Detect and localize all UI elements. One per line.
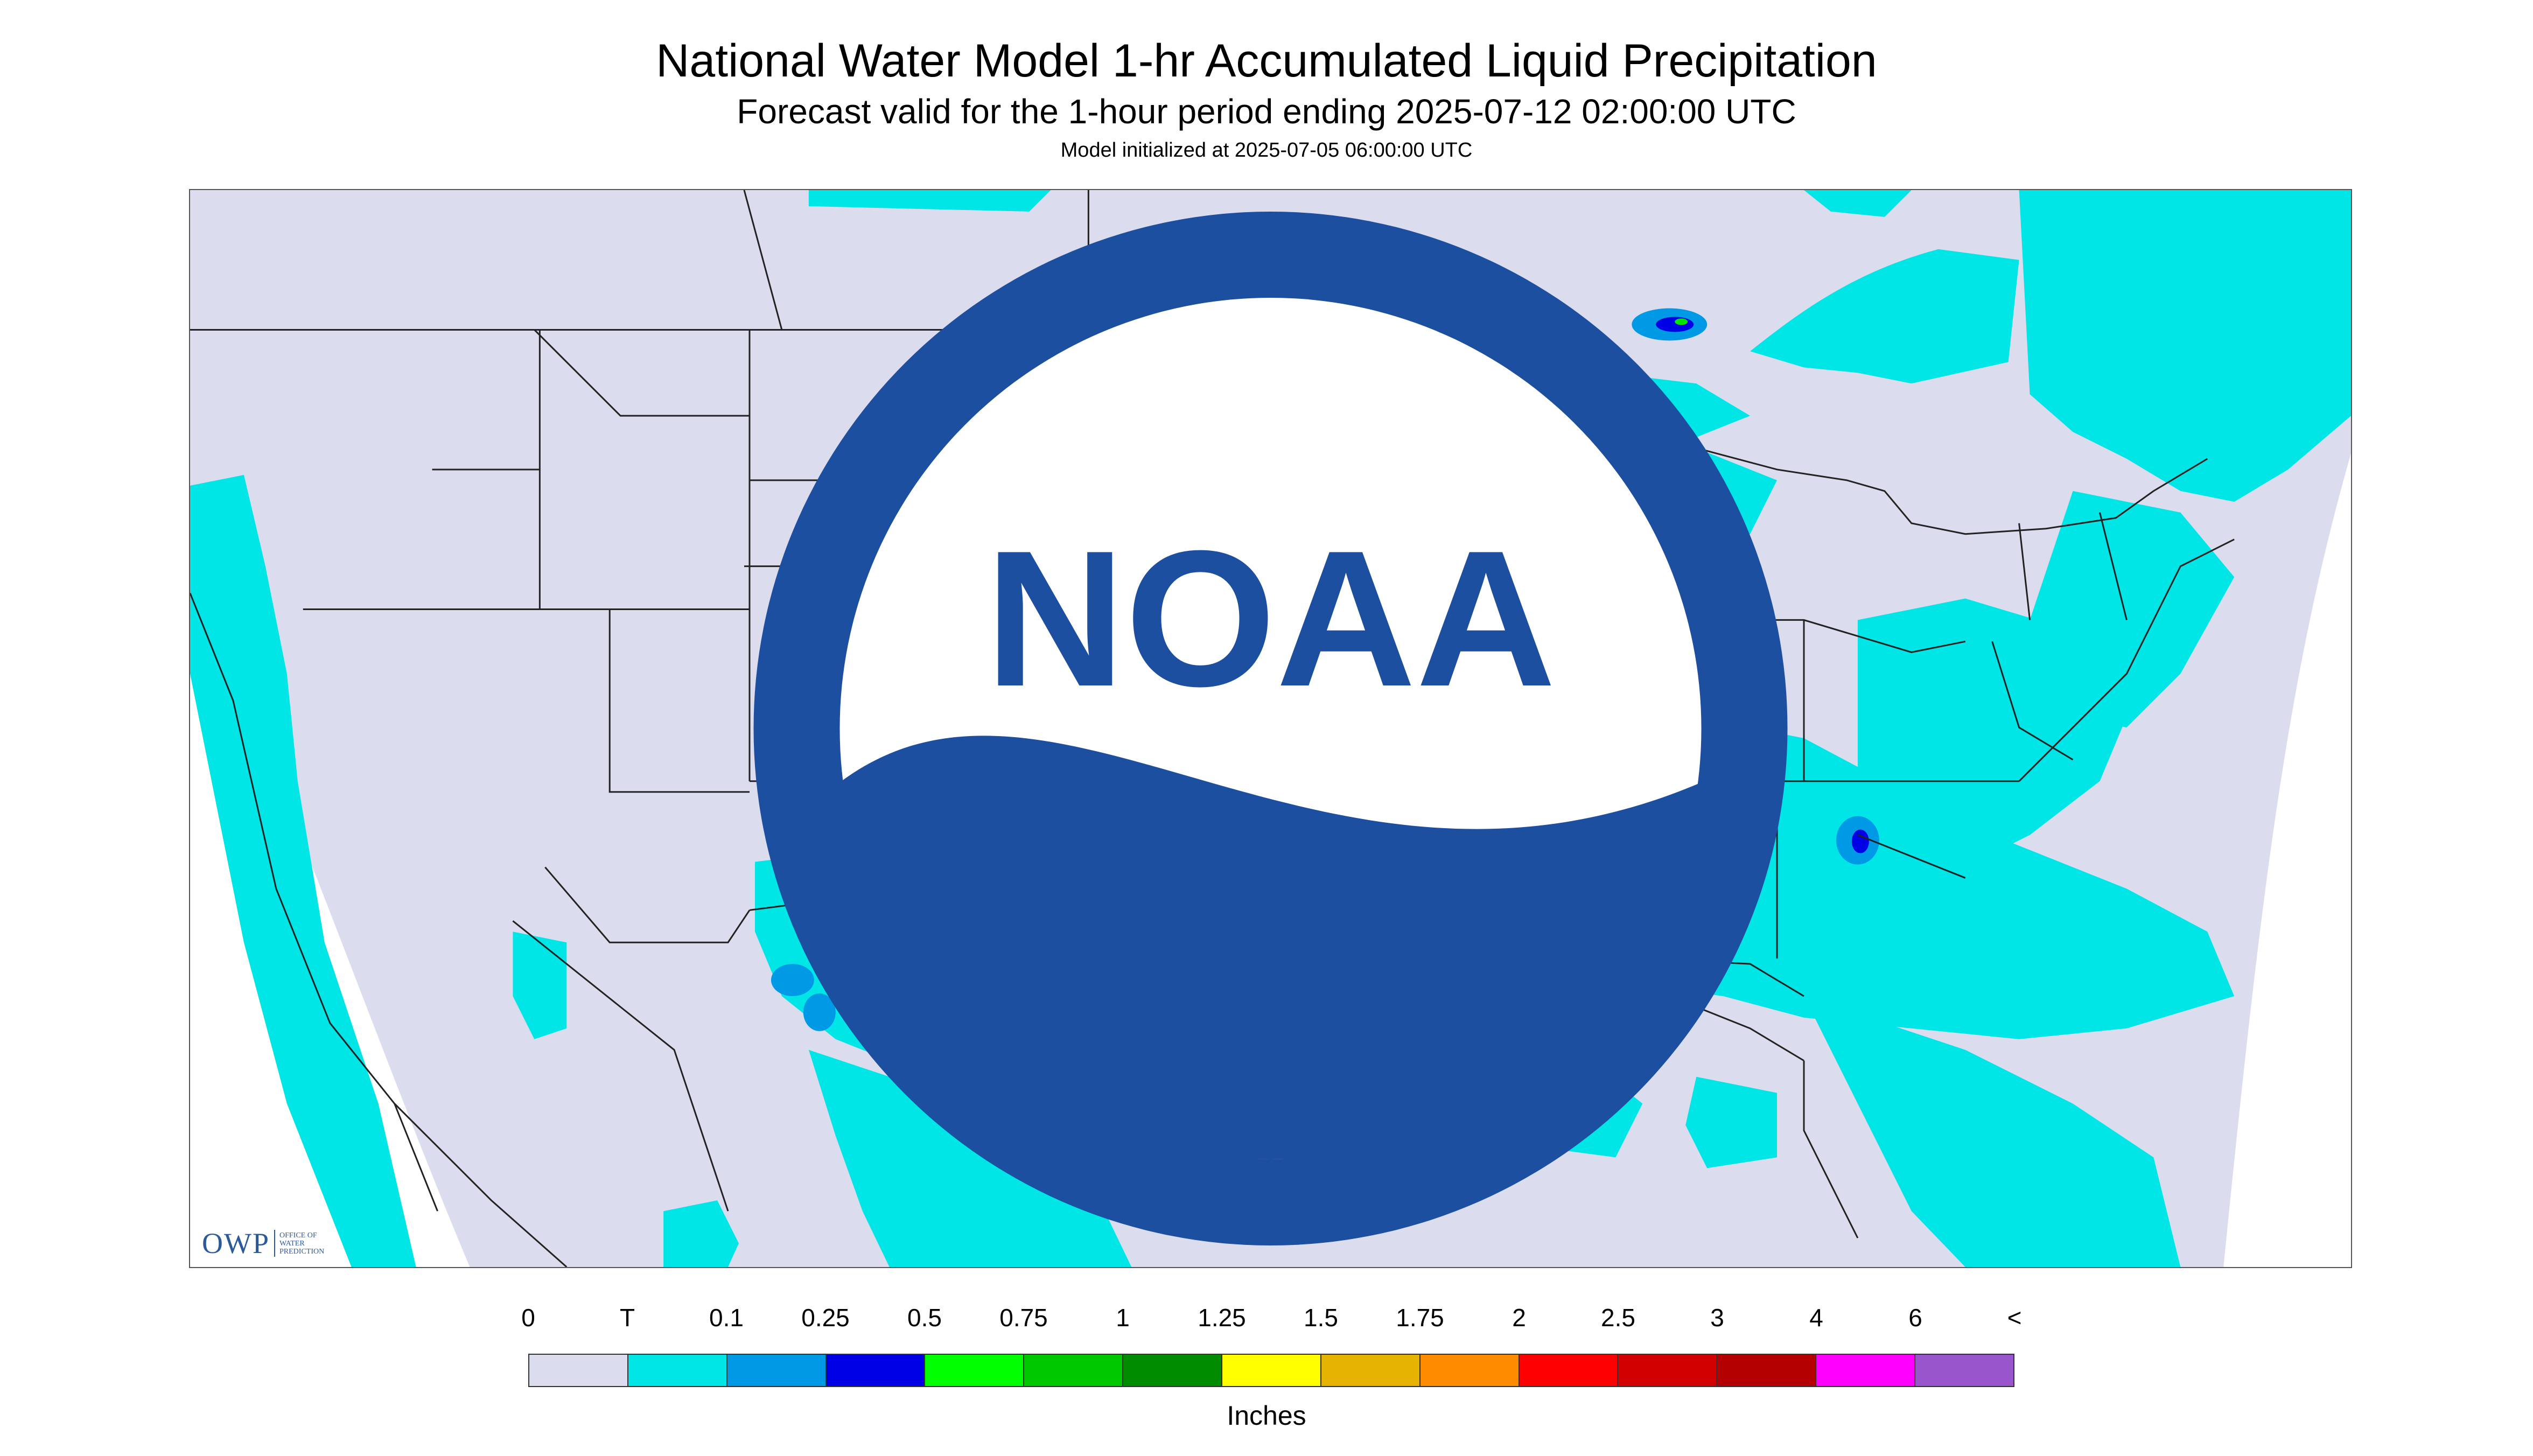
legend-labels: 0 T 0.1 0.25 0.5 0.75 1 1.25 1.5 1.75 2 2.5 3 4 6 <	[521, 1303, 2021, 1335]
legend-swatch	[628, 1355, 727, 1386]
noaa-logo-text: NOAA	[985, 510, 1556, 727]
legend-swatch	[1915, 1355, 2013, 1386]
legend-label: T	[619, 1304, 635, 1332]
legend-swatch	[1420, 1355, 1520, 1386]
legend-label: 6	[1908, 1304, 1922, 1332]
legend-swatch	[1123, 1355, 1223, 1386]
model-init-text: Model initialized at 2025-07-05 06:00:00…	[1060, 139, 1473, 162]
legend-swatch	[1618, 1355, 1718, 1386]
legend-label: 3	[1710, 1304, 1724, 1332]
page-title: National Water Model 1-hr Accumulated Li…	[656, 35, 1877, 87]
legend-label: 4	[1809, 1304, 1823, 1332]
legend-swatch	[1717, 1355, 1817, 1386]
noaa-logo-icon: NOAA	[753, 212, 1788, 1245]
legend-swatch	[826, 1355, 926, 1386]
legend-swatch	[1024, 1355, 1124, 1386]
legend-label: 1	[1116, 1304, 1130, 1332]
legend-label: 0.5	[907, 1304, 942, 1332]
page-subtitle: Forecast valid for the 1-hour period end…	[737, 92, 1796, 131]
legend-swatch	[925, 1355, 1025, 1386]
legend-label: 1.75	[1396, 1304, 1444, 1332]
legend-unit: Inches	[1227, 1401, 1306, 1431]
owp-logo-text: OFFICE OF WATER PREDICTION	[279, 1231, 324, 1256]
precip-legend: 0 T 0.1 0.25 0.5 0.75 1 1.25 1.5 1.75 2 2.5 3 4 6 <	[521, 1303, 2021, 1422]
owp-logo: OWP OFFICE OF WATER PREDICTION	[202, 1227, 324, 1260]
owp-logo-mark: OWP	[202, 1227, 270, 1259]
precipitation-map: OWP OFFICE OF WATER PREDICTION NOAA	[189, 189, 2352, 1268]
legend-swatch	[1816, 1355, 1916, 1386]
legend-swatch	[1519, 1355, 1619, 1386]
legend-label: 0.25	[801, 1304, 850, 1332]
legend-swatch	[1222, 1355, 1321, 1386]
owp-logo-line-2: WATER	[279, 1239, 305, 1248]
owp-logo-line-1: OFFICE OF	[279, 1231, 317, 1240]
legend-label: 2	[1512, 1304, 1526, 1332]
owp-logo-divider	[274, 1230, 275, 1257]
legend-colorbar	[528, 1354, 2014, 1387]
legend-label: <	[2007, 1304, 2022, 1332]
owp-logo-line-3: PREDICTION	[279, 1247, 325, 1256]
legend-label: 1.25	[1198, 1304, 1246, 1332]
legend-swatch	[727, 1355, 827, 1386]
legend-label: 0.1	[709, 1304, 744, 1332]
legend-label: 0	[521, 1304, 535, 1332]
legend-label: 1.5	[1304, 1304, 1338, 1332]
legend-label: 0.75	[999, 1304, 1048, 1332]
legend-swatch	[529, 1355, 628, 1386]
legend-swatch	[1321, 1355, 1421, 1386]
legend-label: 2.5	[1601, 1304, 1635, 1332]
